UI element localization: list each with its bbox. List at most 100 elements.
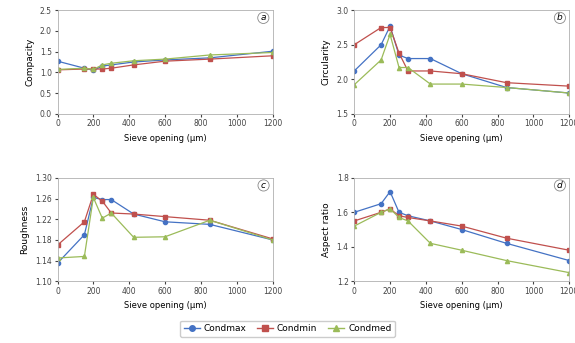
condmax	[99, 198, 106, 202]
condmax	[206, 56, 213, 60]
condmed	[351, 83, 358, 87]
condmed	[90, 196, 97, 200]
condmax	[269, 238, 276, 242]
condmax	[108, 198, 114, 202]
condmax	[427, 219, 434, 223]
condmed	[99, 63, 106, 67]
Y-axis label: Roughness: Roughness	[21, 205, 29, 254]
condmed	[378, 210, 385, 214]
condmin	[130, 63, 137, 67]
condmed	[396, 66, 402, 70]
condmin	[386, 207, 393, 211]
condmin	[386, 25, 393, 29]
condmed	[162, 57, 168, 61]
condmin	[162, 215, 168, 219]
condmed	[269, 50, 276, 55]
Y-axis label: Circularity: Circularity	[322, 39, 331, 85]
condmin	[269, 237, 276, 241]
condmin	[81, 67, 88, 71]
Y-axis label: Aspect ratio: Aspect ratio	[322, 202, 331, 257]
condmin	[566, 84, 573, 88]
Line: condmin: condmin	[352, 25, 572, 88]
condmed	[130, 235, 137, 239]
Line: condmed: condmed	[55, 196, 275, 260]
condmin	[458, 72, 465, 76]
condmed	[386, 32, 393, 36]
condmed	[427, 241, 434, 245]
condmin	[405, 69, 412, 73]
condmax	[81, 233, 88, 237]
condmax	[566, 259, 573, 263]
condmin	[269, 54, 276, 58]
condmax	[90, 196, 97, 200]
condmed	[405, 66, 412, 70]
condmin	[206, 218, 213, 222]
condmax	[130, 60, 137, 64]
condmed	[90, 67, 97, 71]
condmed	[206, 218, 213, 222]
condmed	[108, 211, 114, 215]
Legend: Condmax, Condmin, Condmed: Condmax, Condmin, Condmed	[180, 321, 395, 337]
condmin	[427, 69, 434, 73]
condmax	[81, 66, 88, 70]
condmed	[162, 235, 168, 239]
X-axis label: Sieve opening (μm): Sieve opening (μm)	[420, 301, 503, 310]
condmax	[378, 202, 385, 206]
condmin	[130, 212, 137, 216]
condmin	[503, 236, 510, 240]
condmin	[378, 25, 385, 29]
condmed	[427, 82, 434, 86]
condmed	[54, 67, 61, 71]
Text: d: d	[557, 181, 563, 190]
condmax	[566, 91, 573, 95]
condmed	[54, 256, 61, 260]
condmax	[162, 220, 168, 224]
condmed	[269, 238, 276, 242]
condmax	[396, 53, 402, 57]
X-axis label: Sieve opening (μm): Sieve opening (μm)	[420, 134, 503, 143]
X-axis label: Sieve opening (μm): Sieve opening (μm)	[124, 301, 206, 310]
condmed	[206, 53, 213, 57]
condmax	[458, 227, 465, 232]
condmax	[386, 190, 393, 194]
condmin	[503, 81, 510, 85]
condmin	[90, 67, 97, 71]
condmax	[351, 210, 358, 214]
condmed	[108, 61, 114, 65]
condmed	[503, 85, 510, 90]
Text: c: c	[261, 181, 266, 190]
Line: condmed: condmed	[352, 32, 572, 95]
condmed	[378, 58, 385, 62]
condmed	[81, 66, 88, 70]
condmin	[99, 67, 106, 71]
Line: condmax: condmax	[352, 24, 572, 95]
Text: b: b	[557, 13, 563, 22]
X-axis label: Sieve opening (μm): Sieve opening (μm)	[124, 134, 206, 143]
condmed	[99, 216, 106, 220]
condmin	[396, 214, 402, 218]
condmax	[386, 24, 393, 28]
condmin	[458, 224, 465, 228]
Line: condmed: condmed	[352, 207, 572, 275]
condmed	[396, 215, 402, 220]
condmed	[458, 82, 465, 86]
condmax	[351, 69, 358, 73]
condmax	[206, 222, 213, 226]
condmin	[206, 57, 213, 61]
condmed	[566, 91, 573, 95]
condmed	[503, 259, 510, 263]
condmed	[386, 207, 393, 211]
Line: condmin: condmin	[55, 54, 275, 72]
condmax	[396, 210, 402, 214]
condmin	[81, 220, 88, 224]
condmin	[54, 243, 61, 247]
condmax	[54, 59, 61, 63]
condmax	[405, 57, 412, 61]
condmed	[458, 248, 465, 252]
Line: condmin: condmin	[55, 192, 275, 247]
condmax	[162, 58, 168, 62]
condmin	[99, 199, 106, 203]
condmax	[108, 63, 114, 67]
condmax	[99, 64, 106, 68]
Text: a: a	[260, 13, 266, 22]
